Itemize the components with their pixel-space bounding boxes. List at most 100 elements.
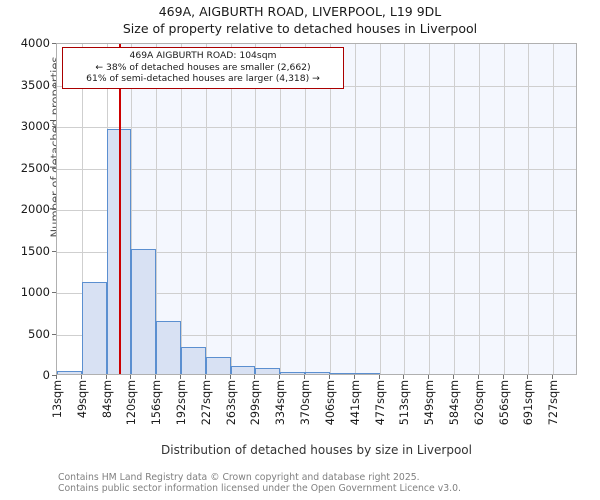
x-axis-tick-mark	[105, 375, 107, 379]
x-axis-tick-mark	[477, 375, 479, 379]
y-axis-tick-label: 1500	[20, 243, 50, 258]
shade-right-of-marker	[119, 44, 576, 374]
x-axis-tick-mark	[552, 375, 554, 379]
gridline-horizontal	[57, 293, 576, 294]
x-axis-tick-mark	[428, 375, 430, 379]
gridline-vertical	[280, 44, 282, 374]
gridline-horizontal	[57, 334, 576, 336]
x-axis-tick-mark	[353, 375, 355, 379]
x-axis-tick-label: 441sqm	[348, 380, 362, 426]
plot-area	[56, 43, 577, 375]
histogram-bar	[181, 347, 206, 374]
y-axis-tick-mark	[52, 126, 56, 127]
x-axis-title: Distribution of detached houses by size …	[161, 443, 472, 457]
gridline-vertical	[404, 44, 406, 374]
x-axis-tick-label: 334sqm	[274, 380, 288, 426]
gridline-vertical	[478, 44, 480, 374]
histogram-bar	[230, 366, 256, 374]
y-axis-tick-label: 1000	[20, 285, 50, 299]
x-axis-tick-label: 192sqm	[175, 380, 189, 426]
gridline-horizontal	[57, 210, 576, 211]
gridline-vertical	[329, 44, 331, 374]
gridline-vertical	[528, 44, 530, 374]
y-axis-tick-label: 500	[28, 326, 50, 341]
x-axis-tick-label: 727sqm	[547, 380, 561, 426]
gridline-horizontal	[57, 168, 576, 170]
x-axis-tick-label: 584sqm	[447, 380, 461, 426]
y-axis-tick-mark	[52, 375, 56, 376]
x-axis-tick-mark	[304, 375, 306, 379]
gridline-vertical	[181, 44, 183, 374]
chart-title-address: 469A, AIGBURTH ROAD, LIVERPOOL, L19 9DL	[158, 4, 442, 19]
gridline-vertical	[553, 44, 555, 374]
gridline-vertical	[230, 44, 232, 374]
y-axis-tick-label: 2500	[20, 160, 50, 175]
histogram-bar	[205, 357, 231, 374]
x-axis-tick-mark	[204, 375, 206, 379]
x-axis-tick-label: 299sqm	[249, 380, 263, 426]
x-axis-tick-label: 549sqm	[423, 380, 437, 426]
x-axis-tick-label: 156sqm	[150, 380, 164, 426]
x-axis-tick-mark	[80, 375, 82, 379]
chart-title-subtitle: Size of property relative to detached ho…	[122, 21, 478, 36]
y-axis-tick-mark	[52, 333, 56, 335]
x-axis-tick-label: 513sqm	[398, 380, 412, 426]
annotation-line-1: 469A AIGBURTH ROAD: 104sqm	[129, 50, 277, 61]
x-axis-tick-label: 13sqm	[51, 380, 64, 419]
y-axis-tick-mark	[52, 209, 56, 210]
histogram-bar	[156, 320, 182, 374]
x-axis-tick-mark	[56, 375, 57, 379]
x-axis-tick-mark	[502, 375, 504, 379]
annotation-line-3: 61% of semi-detached houses are larger (…	[86, 73, 320, 85]
gridline-vertical	[131, 44, 133, 374]
gridline-vertical	[429, 44, 431, 374]
x-axis-tick-label: 691sqm	[522, 380, 536, 426]
y-axis-tick-label: 3000	[20, 119, 50, 133]
gridline-vertical	[354, 44, 356, 374]
histogram-bar	[329, 372, 355, 374]
gridline-vertical	[205, 44, 207, 374]
y-axis-tick-label: 2000	[20, 202, 50, 216]
y-axis-tick-mark	[52, 43, 56, 44]
gridline-vertical	[255, 44, 257, 374]
x-axis-tick-label: 370sqm	[299, 380, 313, 426]
x-axis-tick-label: 49sqm	[75, 380, 89, 419]
x-axis-tick-label: 656sqm	[497, 380, 511, 426]
property-annotation-box: 469A AIGBURTH ROAD: 104sqm ← 38% of deta…	[62, 47, 344, 89]
gridline-vertical	[156, 44, 158, 374]
footer-line-1: Contains HM Land Registry data © Crown c…	[58, 472, 420, 483]
x-axis-tick-label: 84sqm	[100, 380, 114, 419]
histogram-bar	[81, 281, 107, 374]
y-axis-tick-mark	[52, 167, 56, 169]
gridline-vertical	[379, 44, 381, 374]
x-axis-tick-mark	[180, 375, 182, 379]
x-axis-tick-label: 477sqm	[373, 380, 387, 426]
x-axis-tick-mark	[527, 375, 529, 379]
gridline-horizontal	[57, 251, 576, 253]
x-axis-tick-label: 620sqm	[472, 380, 486, 426]
subject-property-marker	[118, 44, 121, 374]
y-axis-tick-mark	[52, 84, 56, 86]
histogram-bar	[131, 248, 157, 374]
x-axis-tick-label: 120sqm	[125, 380, 139, 426]
x-axis-tick-label: 263sqm	[224, 380, 238, 426]
histogram-bar	[57, 370, 82, 374]
x-axis-tick-label: 406sqm	[323, 380, 337, 426]
y-axis-tick-label: 4000	[20, 36, 50, 50]
x-axis-tick-mark	[452, 375, 454, 379]
gridline-horizontal	[57, 127, 576, 128]
histogram-bar	[255, 367, 281, 374]
annotation-line-2: ← 38% of detached houses are smaller (2,…	[95, 61, 311, 73]
gridline-vertical	[305, 44, 307, 374]
histogram-bar	[280, 371, 306, 374]
y-axis-tick-mark	[52, 250, 56, 252]
x-axis-tick-mark	[403, 375, 405, 379]
x-axis-tick-mark	[378, 375, 380, 379]
x-axis-tick-mark	[155, 375, 157, 379]
y-axis-tick-label: 3500	[20, 77, 50, 92]
x-axis-tick-label: 227sqm	[199, 380, 213, 426]
x-axis-tick-mark	[328, 375, 330, 379]
gridline-vertical	[503, 44, 505, 374]
x-axis-tick-mark	[229, 375, 231, 379]
